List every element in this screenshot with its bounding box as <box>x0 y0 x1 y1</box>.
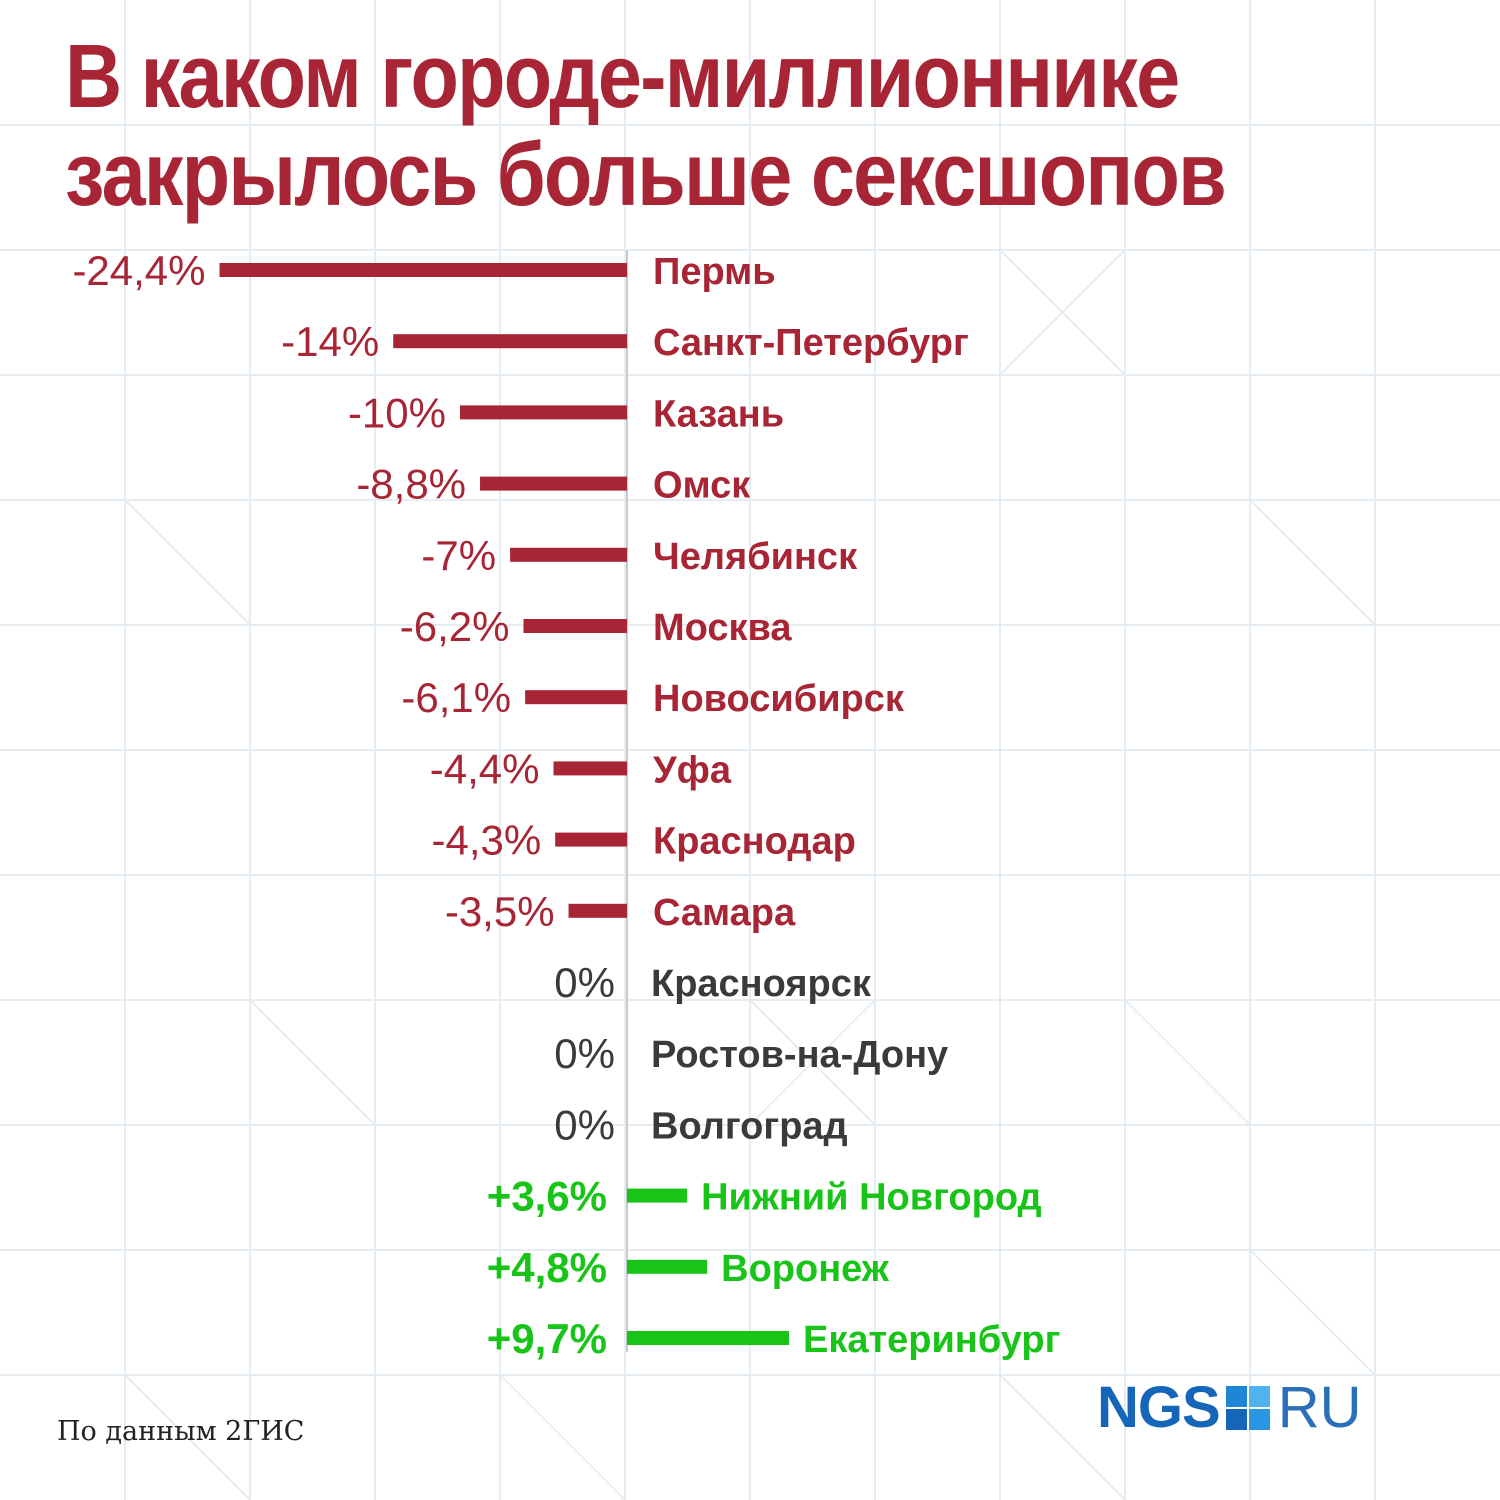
category-label: Воронеж <box>721 1248 890 1290</box>
bar <box>568 903 627 918</box>
category-label: Санкт-Петербург <box>653 322 969 364</box>
bar-row: -10% Казань <box>348 389 784 436</box>
bar-row: +3,6% Нижний Новгород <box>487 1173 1042 1220</box>
value-label: -7% <box>421 532 496 579</box>
bar-row: -4,3% Краснодар <box>431 817 855 864</box>
category-label: Уфа <box>653 749 732 791</box>
value-label: -14% <box>281 318 379 365</box>
category-label: Ростов-на-Дону <box>651 1034 948 1076</box>
bar <box>525 690 627 705</box>
category-label: Волгоград <box>651 1105 848 1147</box>
value-label: -4,3% <box>431 817 541 864</box>
bar <box>460 405 627 420</box>
bar-row: 0% Ростов-на-Дону <box>554 1030 948 1077</box>
category-label: Нижний Новгород <box>701 1177 1042 1219</box>
bar <box>480 476 627 491</box>
logo-square-icon <box>1225 1386 1270 1430</box>
value-label: +4,8% <box>487 1244 607 1291</box>
category-label: Москва <box>653 607 792 649</box>
bar-row: 0% Красноярск <box>554 959 872 1006</box>
category-label: Красноярск <box>651 963 872 1005</box>
bar-row: -3,5% Самара <box>445 888 796 935</box>
value-label: -24,4% <box>72 247 205 294</box>
chart-title: В каком городе-миллионнике закрылось бол… <box>65 28 1297 224</box>
bar-row: -8,8% Омск <box>356 461 751 508</box>
bar-row: 0% Волгоград <box>554 1101 847 1148</box>
bar <box>555 832 627 847</box>
source-note: По данным 2ГИС <box>57 1416 305 1447</box>
category-label: Краснодар <box>653 821 856 863</box>
value-label: -4,4% <box>430 745 540 792</box>
title-line-2: закрылось больше сексшопов <box>65 125 1227 225</box>
bar-row: -7% Челябинск <box>421 532 858 579</box>
category-label: Казань <box>653 393 784 435</box>
bar-row: -4,4% Уфа <box>430 745 732 792</box>
bar <box>393 334 627 349</box>
bar <box>510 547 627 562</box>
value-label: -6,1% <box>401 674 511 721</box>
bar-row: -6,2% Москва <box>400 603 793 650</box>
ngs-logo[interactable]: NGS RU <box>1097 1375 1362 1440</box>
bar <box>219 263 627 277</box>
value-label: 0% <box>554 1030 615 1077</box>
value-label: +9,7% <box>487 1315 607 1362</box>
value-label: -8,8% <box>356 461 466 508</box>
bar-row: +9,7% Екатеринбург <box>487 1315 1061 1362</box>
value-label: +3,6% <box>487 1173 607 1220</box>
bar <box>627 1259 708 1274</box>
category-label: Самара <box>653 892 796 934</box>
bar-row: -14% Санкт-Петербург <box>281 318 969 365</box>
value-label: 0% <box>554 1101 615 1148</box>
category-label: Омск <box>653 465 751 507</box>
bar <box>627 1331 789 1345</box>
value-label: 0% <box>554 959 615 1006</box>
category-label: Челябинск <box>653 536 858 578</box>
bar <box>627 1188 688 1203</box>
category-label: Новосибирск <box>653 678 905 720</box>
value-label: -6,2% <box>400 603 510 650</box>
bar-row: +4,8% Воронеж <box>487 1244 890 1291</box>
category-label: Екатеринбург <box>803 1319 1060 1361</box>
category-label: Пермь <box>653 251 776 293</box>
bar <box>553 761 627 776</box>
logo-text-ngs: NGS <box>1097 1375 1221 1440</box>
title-line-1: В каком городе-миллионнике <box>65 27 1180 127</box>
value-label: -10% <box>348 389 446 436</box>
logo-text-ru: RU <box>1277 1375 1362 1440</box>
value-label: -3,5% <box>445 888 555 935</box>
bar-row: -6,1% Новосибирск <box>401 674 904 721</box>
bar <box>523 619 627 633</box>
bar-row: -24,4% Пермь <box>72 247 775 294</box>
